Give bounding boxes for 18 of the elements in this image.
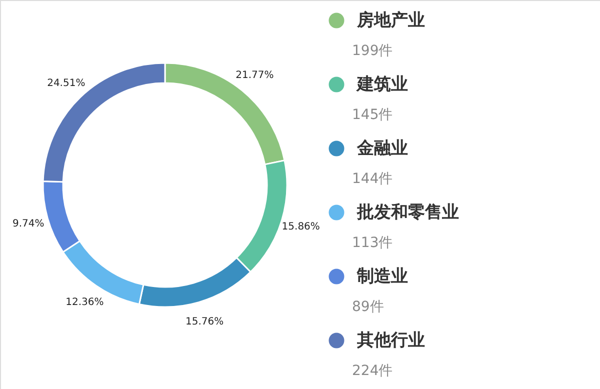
text: 144件: [352, 171, 393, 187]
legend-label: 批发和零售业: [356, 202, 459, 222]
legend-label: 制造业: [356, 266, 408, 286]
legend-label: 金融业: [356, 138, 408, 158]
text: 113件: [352, 235, 393, 251]
data-label: 12.36%: [66, 297, 104, 308]
data-label: 15.86%: [282, 221, 320, 232]
data-label: 24.51%: [47, 78, 86, 90]
legend-label: 建筑业: [355, 74, 408, 94]
legend-label: 房地产业: [356, 10, 425, 30]
legend-label: 其他行业: [356, 330, 425, 350]
data-label: 9.74%: [12, 218, 44, 230]
data-label: 21.77%: [236, 70, 274, 81]
text: 199件: [352, 43, 393, 59]
data-label: 15.76%: [185, 316, 224, 328]
text: 145件: [352, 107, 393, 123]
text: 224件: [352, 363, 393, 379]
text: 89件: [352, 299, 384, 315]
